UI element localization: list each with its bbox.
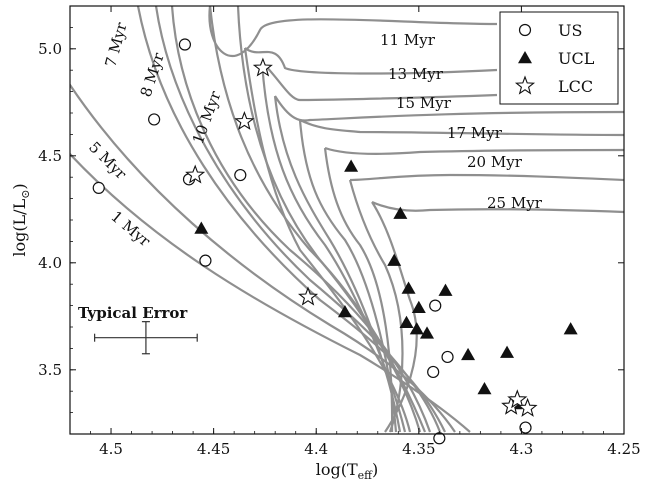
legend-marker — [518, 23, 532, 37]
ucl-point — [399, 315, 414, 328]
isochrone-label: 15 Myr — [396, 94, 452, 112]
isochrone-label: 10 Myr — [189, 88, 225, 146]
us-point — [148, 113, 161, 126]
isochrone-curve — [154, 6, 442, 433]
isochrone-curve — [348, 173, 624, 433]
isochrone-curve — [298, 119, 624, 433]
isochrone-label: 17 Myr — [447, 124, 503, 142]
y-axis-label: log(L/L⊙) — [10, 183, 32, 256]
us-point — [92, 181, 105, 194]
us-point — [427, 365, 440, 379]
lcc-point — [507, 389, 528, 409]
isochrone-curve — [371, 200, 624, 433]
y-tick-label: 4.5 — [38, 147, 62, 165]
x-tick-label: 4.3 — [509, 440, 533, 458]
legend-marker — [518, 51, 532, 64]
us-point — [441, 350, 454, 364]
y-tick-label: 3.5 — [38, 361, 62, 379]
x-tick-label: 4.5 — [99, 440, 123, 458]
y-tick-label: 4.0 — [38, 254, 62, 272]
data-points — [92, 38, 578, 445]
us-point — [199, 254, 212, 267]
legend-label: LCC — [558, 77, 593, 96]
ucl-point — [387, 253, 402, 266]
x-tick-label: 4.45 — [197, 440, 230, 458]
ucl-point — [563, 322, 578, 335]
isochrone-curve — [170, 6, 432, 433]
isochrone-label: 20 Myr — [467, 153, 523, 171]
axis-ticks: 4.5 4.45 4.4 4.35 4.3 4.25 3.5 4.0 4.5 5.0 — [38, 5, 641, 458]
lcc-point — [298, 286, 319, 306]
ucl-point — [461, 347, 476, 361]
ucl-point — [477, 382, 492, 395]
ucl-point — [409, 322, 424, 335]
isochrone-label: 7 Myr — [101, 20, 130, 69]
x-axis-label: log(Teff) — [316, 460, 378, 482]
ucl-point — [411, 300, 426, 313]
legend-label: UCL — [558, 49, 595, 68]
typical-error-bar — [94, 321, 198, 355]
us-point — [234, 168, 247, 182]
us-point — [178, 38, 192, 51]
ucl-point — [344, 159, 359, 172]
isochrone-label: 11 Myr — [380, 31, 436, 49]
isochrone-label: 25 Myr — [487, 194, 543, 212]
isochrone-curves — [70, 6, 624, 433]
legend-marker — [514, 75, 536, 95]
us-point — [429, 299, 442, 312]
typical-error-label: Typical Error — [78, 304, 188, 322]
isochrone-curve — [70, 152, 471, 433]
legend-label: US — [558, 21, 582, 40]
us-point — [519, 421, 532, 434]
ucl-point — [393, 206, 408, 219]
lcc-point — [252, 57, 273, 77]
ucl-point — [420, 326, 435, 339]
isochrone-label: 1 Myr — [107, 207, 154, 250]
legend: US UCL LCC — [499, 11, 619, 105]
x-tick-label: 4.4 — [304, 440, 328, 458]
lcc-point — [517, 397, 538, 417]
isochrone-curve — [273, 95, 624, 433]
ucl-point — [194, 221, 209, 234]
lcc-point — [234, 111, 255, 131]
ucl-point — [438, 283, 453, 296]
x-tick-label: 4.35 — [402, 440, 435, 458]
isochrone-curve — [323, 146, 624, 433]
x-tick-label: 4.25 — [607, 440, 640, 458]
isochrone-label: 13 Myr — [388, 65, 444, 83]
ucl-point — [337, 305, 352, 318]
ucl-point — [500, 345, 515, 358]
lcc-point — [185, 164, 206, 184]
ucl-point — [401, 281, 416, 294]
y-tick-label: 5.0 — [38, 40, 62, 58]
isochrone-curve — [236, 6, 422, 433]
